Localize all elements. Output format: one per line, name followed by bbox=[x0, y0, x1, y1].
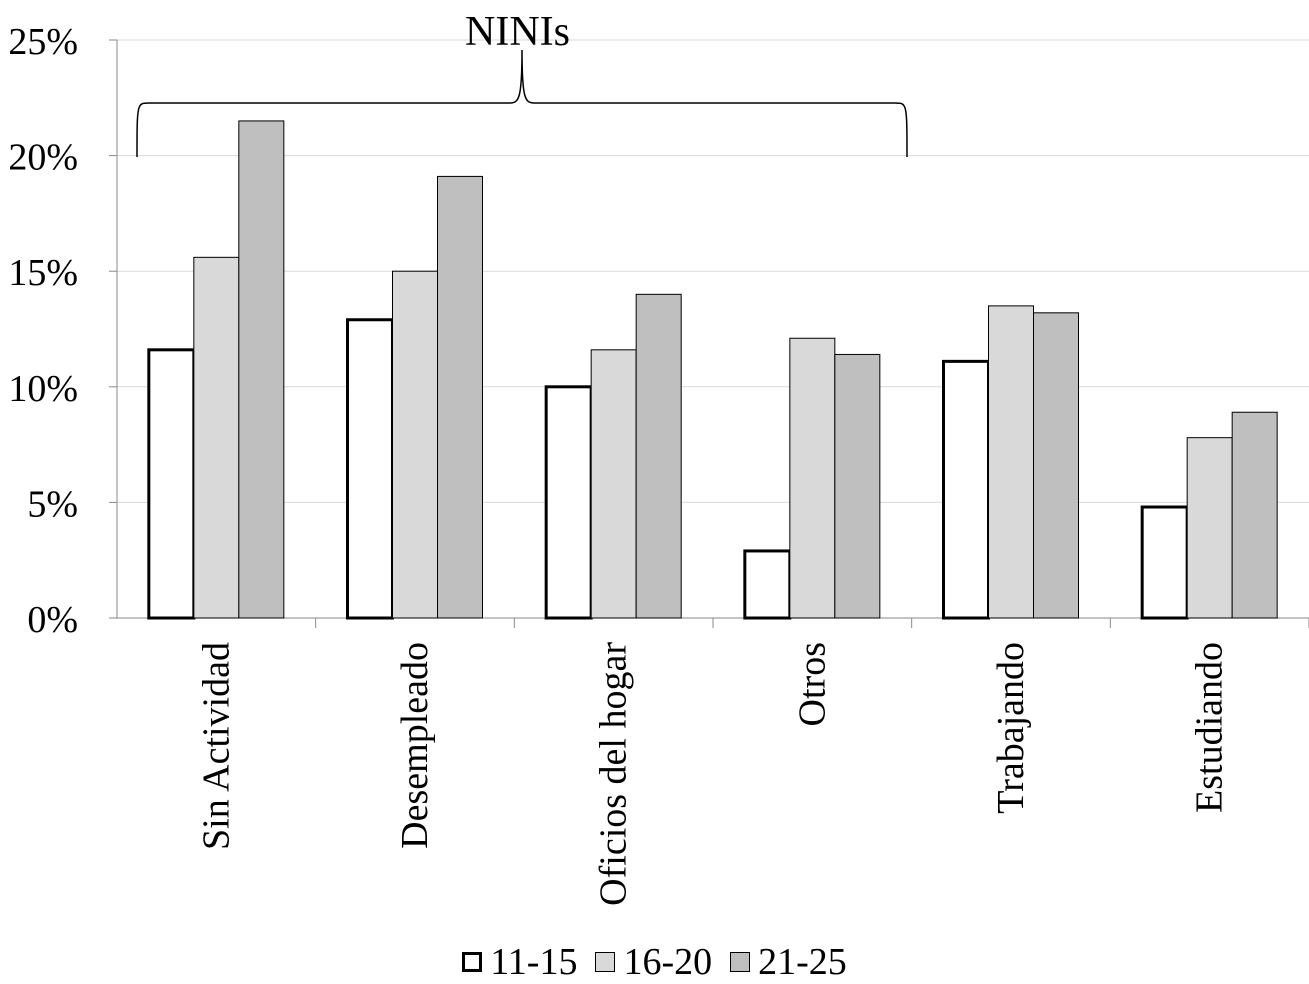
x-tick-label: Trabajando bbox=[990, 642, 1032, 814]
y-tick-label: 25% bbox=[8, 21, 78, 63]
bar-21-25-estudiando bbox=[1231, 411, 1278, 619]
bar-21-25-trabajando bbox=[1033, 312, 1079, 619]
bar-11-15-otros bbox=[743, 549, 792, 620]
legend-label-21-25: 21-25 bbox=[758, 941, 847, 983]
y-tick-label: 20% bbox=[8, 137, 78, 179]
y-tick-label: 0% bbox=[27, 599, 78, 641]
legend-item-11-15: 11-15 bbox=[462, 940, 577, 984]
bar-16-20-estudiando bbox=[1186, 437, 1233, 619]
bar-21-25-desempleado bbox=[437, 175, 483, 619]
legend-item-16-20: 16-20 bbox=[595, 940, 712, 984]
y-tick-label: 10% bbox=[8, 368, 78, 410]
bar-21-25-oficios-del-hogar bbox=[635, 293, 682, 619]
bar-16-20-otros bbox=[789, 337, 836, 619]
x-tick-label: Otros bbox=[791, 642, 833, 726]
bar-16-20-trabajando bbox=[988, 305, 1034, 619]
bar-11-15-oficios-del-hogar bbox=[544, 385, 593, 620]
bar-11-15-estudiando bbox=[1140, 505, 1189, 620]
y-tick-label: 5% bbox=[27, 483, 78, 525]
bar-11-15-trabajando bbox=[942, 359, 990, 620]
x-tick-label: Sin Actividad bbox=[195, 642, 237, 850]
ninis-brace bbox=[136, 49, 908, 158]
bar-11-15-sin-actividad bbox=[147, 348, 196, 620]
bar-11-15-desempleado bbox=[346, 318, 394, 620]
bar-21-25-otros bbox=[834, 353, 881, 619]
legend-item-21-25: 21-25 bbox=[730, 940, 847, 984]
ninis-annotation-label: NINIs bbox=[465, 9, 570, 55]
bar-21-25-sin-actividad bbox=[238, 120, 285, 619]
legend-swatch-21-25 bbox=[730, 952, 751, 972]
y-tick-label: 15% bbox=[8, 252, 78, 294]
legend: 11-15 16-20 21-25 bbox=[0, 940, 1309, 984]
legend-swatch-11-15 bbox=[462, 952, 483, 972]
legend-swatch-16-20 bbox=[595, 952, 616, 972]
legend-label-11-15: 11-15 bbox=[490, 941, 578, 983]
legend-label-16-20: 16-20 bbox=[623, 941, 713, 983]
bar-16-20-oficios-del-hogar bbox=[590, 349, 637, 619]
x-tick-label: Desempleado bbox=[394, 642, 436, 849]
x-tick-label: Estudiando bbox=[1189, 642, 1231, 813]
bar-16-20-sin-actividad bbox=[193, 256, 240, 619]
bar-16-20-desempleado bbox=[392, 270, 438, 619]
x-tick-label: Oficios del hogar bbox=[593, 642, 635, 906]
